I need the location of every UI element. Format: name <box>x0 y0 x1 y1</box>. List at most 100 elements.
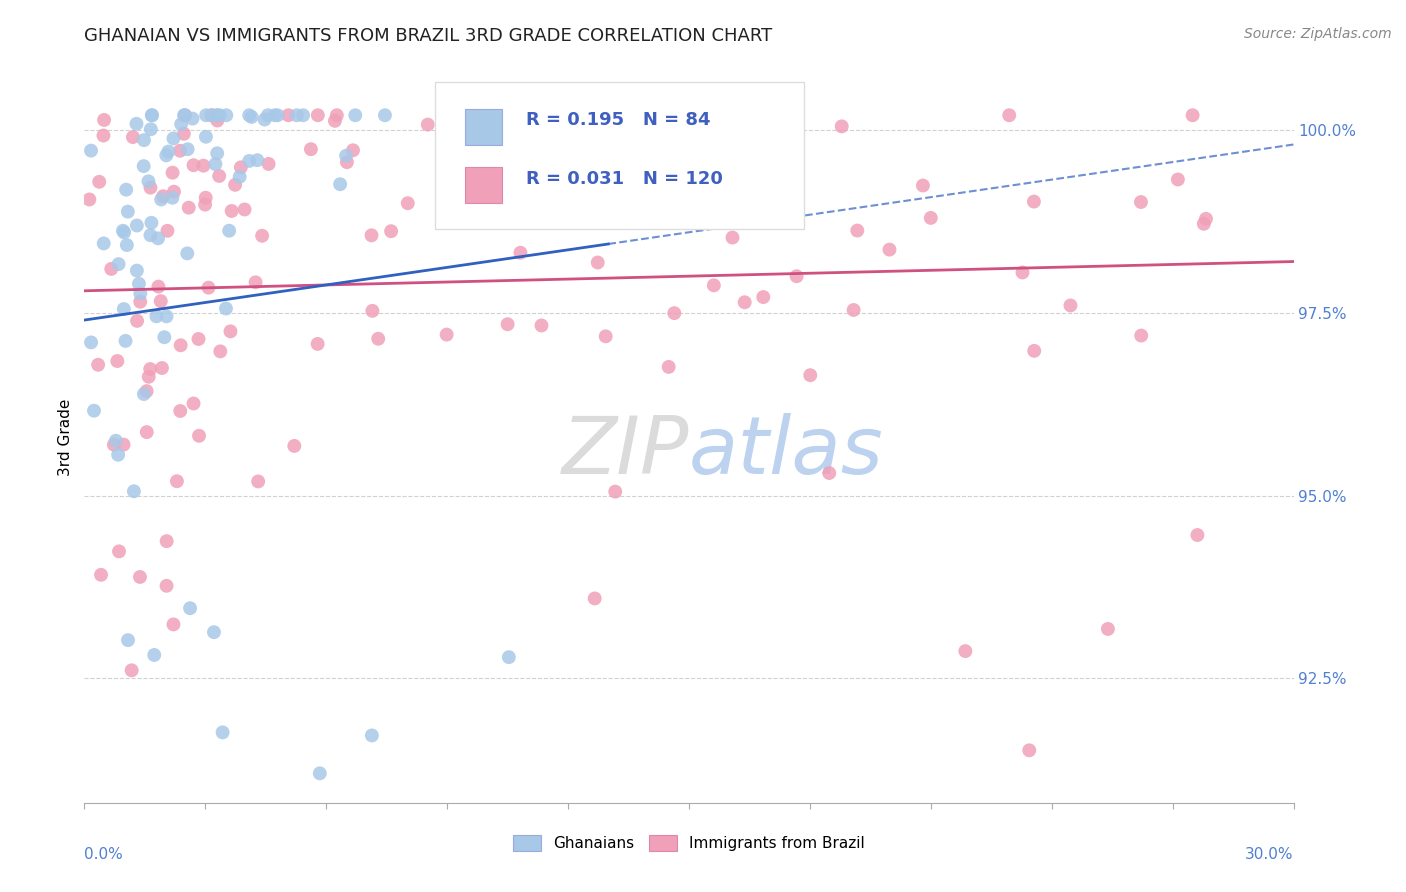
Point <box>595 329 617 343</box>
Point <box>141 108 163 122</box>
Point <box>586 191 609 205</box>
Point <box>112 437 135 451</box>
Point <box>1129 194 1152 209</box>
Point <box>108 544 131 558</box>
Point <box>155 148 177 162</box>
Point <box>204 157 226 171</box>
Point <box>436 327 458 342</box>
Point <box>846 223 869 237</box>
Point <box>135 425 157 439</box>
Point <box>187 332 209 346</box>
Point <box>117 633 139 648</box>
Point <box>143 648 166 662</box>
Point <box>215 301 238 316</box>
Point <box>166 474 188 488</box>
Point <box>194 191 217 205</box>
Point <box>104 434 127 448</box>
Point <box>125 219 148 233</box>
Point <box>176 142 198 156</box>
Point <box>170 117 193 131</box>
Point <box>114 334 136 348</box>
Point <box>125 263 148 277</box>
Point <box>326 108 349 122</box>
Point <box>285 108 308 122</box>
Point <box>179 601 201 615</box>
Point <box>127 314 149 328</box>
Point <box>80 335 103 350</box>
Point <box>208 108 231 122</box>
Point <box>215 108 238 122</box>
Point <box>122 130 145 145</box>
Point <box>207 113 229 128</box>
Point <box>111 224 134 238</box>
Point <box>396 196 419 211</box>
Point <box>361 303 384 318</box>
Point <box>721 230 744 244</box>
Point <box>752 290 775 304</box>
Point <box>522 187 544 202</box>
Point <box>176 246 198 260</box>
Point <box>146 231 169 245</box>
Point <box>1130 328 1153 343</box>
Point <box>107 257 129 271</box>
Text: GHANAIAN VS IMMIGRANTS FROM BRAZIL 3RD GRADE CORRELATION CHART: GHANAIAN VS IMMIGRANTS FROM BRAZIL 3RD G… <box>84 27 773 45</box>
Point <box>1059 298 1081 312</box>
Text: ZIP: ZIP <box>561 413 689 491</box>
Point <box>527 190 550 204</box>
Point <box>205 108 228 122</box>
Point <box>218 224 240 238</box>
Point <box>879 243 901 257</box>
Point <box>150 193 173 207</box>
Point <box>531 133 554 147</box>
Point <box>139 362 162 376</box>
Point <box>125 117 148 131</box>
Point <box>221 204 243 219</box>
Point <box>555 113 578 128</box>
Point <box>207 108 229 122</box>
Point <box>129 286 152 301</box>
Text: atlas: atlas <box>689 413 884 491</box>
Y-axis label: 3rd Grade: 3rd Grade <box>58 399 73 475</box>
Point <box>83 403 105 417</box>
Point <box>329 178 352 192</box>
Point <box>205 146 228 161</box>
Point <box>307 337 329 351</box>
Point <box>129 294 152 309</box>
Point <box>1011 265 1033 279</box>
Point <box>129 570 152 584</box>
Point <box>703 278 725 293</box>
Point <box>257 157 280 171</box>
Point <box>163 185 186 199</box>
Point <box>122 484 145 499</box>
Point <box>1024 343 1046 358</box>
Point <box>344 108 367 122</box>
Point <box>250 228 273 243</box>
Point <box>141 216 163 230</box>
Point <box>238 153 260 168</box>
Point <box>224 178 246 192</box>
Point <box>233 202 256 217</box>
Point <box>195 108 218 122</box>
Point <box>193 159 215 173</box>
Point <box>658 359 681 374</box>
Text: R = 0.195   N = 84: R = 0.195 N = 84 <box>526 112 710 129</box>
Point <box>153 330 176 344</box>
Point <box>416 118 439 132</box>
Point <box>174 108 197 122</box>
Point <box>920 211 942 225</box>
Point <box>188 429 211 443</box>
Point <box>460 120 482 134</box>
Point <box>115 183 138 197</box>
Text: 0.0%: 0.0% <box>84 847 124 862</box>
Point <box>162 166 184 180</box>
Point <box>132 159 155 173</box>
Text: 30.0%: 30.0% <box>1246 847 1294 862</box>
Point <box>360 228 382 243</box>
FancyBboxPatch shape <box>465 167 502 203</box>
Point <box>263 108 285 122</box>
Legend: Ghanaians, Immigrants from Brazil: Ghanaians, Immigrants from Brazil <box>508 830 870 857</box>
Point <box>238 108 260 122</box>
Point <box>202 625 225 640</box>
Point <box>112 226 135 240</box>
Point <box>583 591 606 606</box>
